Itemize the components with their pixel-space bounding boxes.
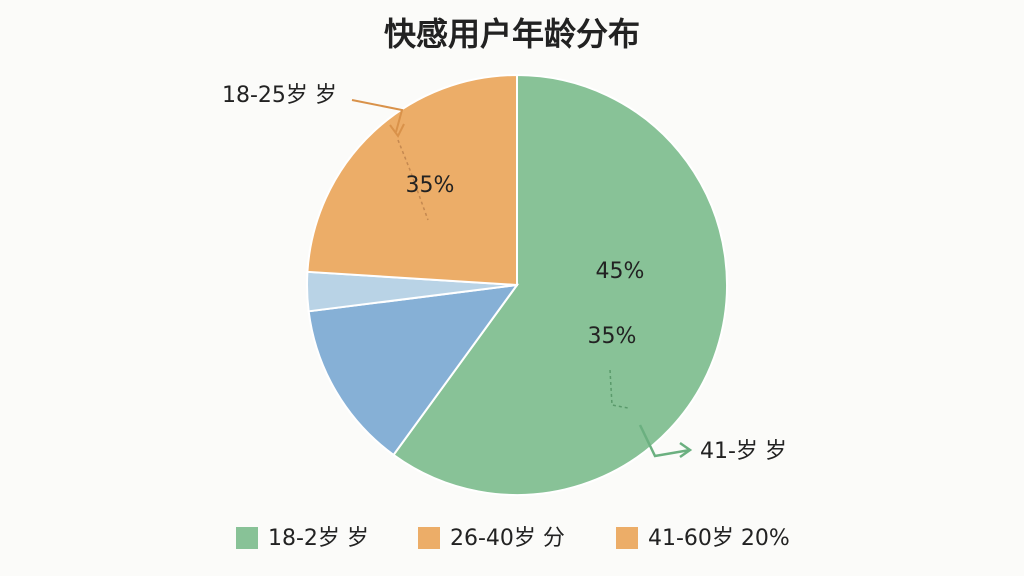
- pie-slice: [307, 283, 520, 457]
- annotation: 41-岁 岁: [700, 439, 787, 464]
- pie-slice: [392, 73, 728, 496]
- legend-swatch: [236, 527, 258, 549]
- annotation: 35%: [406, 173, 455, 198]
- annotation: 45%: [596, 259, 645, 284]
- annotation: 18-25岁 岁: [222, 83, 337, 108]
- legend-label: 18-2岁 岁: [268, 526, 369, 551]
- arrow-head: [679, 441, 693, 459]
- dotted-leader: [397, 139, 429, 221]
- legend-label: 41-60岁 20%: [648, 526, 790, 551]
- pie-slice: [306, 73, 518, 287]
- labels: 18-25岁 岁 35% 45% 35% 41-岁 岁: [222, 83, 787, 464]
- legend-swatch: [418, 527, 440, 549]
- arrow: [638, 424, 691, 458]
- annotation-arrows: [351, 99, 693, 459]
- pie: [306, 73, 728, 496]
- legend: 18-2岁 岁 26-40岁 分 41-60岁 20%: [236, 526, 790, 551]
- chart-title: 快感用户年龄分布: [384, 15, 640, 53]
- arrow-head: [389, 123, 405, 138]
- annotation: 35%: [588, 324, 637, 349]
- arrow: [351, 99, 404, 133]
- legend-swatch: [616, 527, 638, 549]
- legend-label: 26-40岁 分: [450, 526, 565, 551]
